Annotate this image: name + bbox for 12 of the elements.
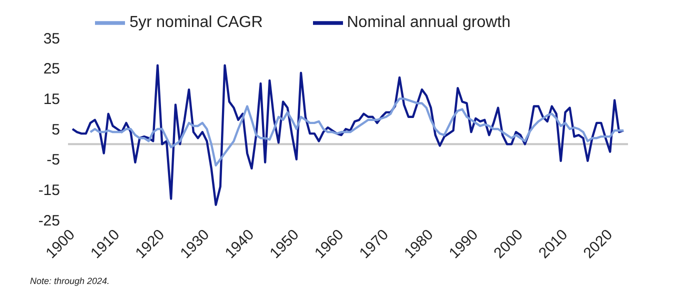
y-tick-label: 35 (43, 30, 60, 48)
y-tick-label: 15 (43, 90, 60, 108)
y-tick-label: -5 (46, 152, 60, 169)
line-series (71, 64, 625, 206)
y-tick-label: -25 (38, 212, 60, 230)
line-series (89, 98, 625, 166)
y-tick-label: -15 (38, 182, 60, 199)
legend-label: Nominal annual growth (346, 14, 511, 32)
legend-label: 5yr nominal CAGR (129, 14, 263, 32)
y-tick-label: 5 (52, 121, 60, 138)
y-tick-label: 25 (43, 60, 60, 78)
text: Note: through 2024. (30, 276, 111, 286)
